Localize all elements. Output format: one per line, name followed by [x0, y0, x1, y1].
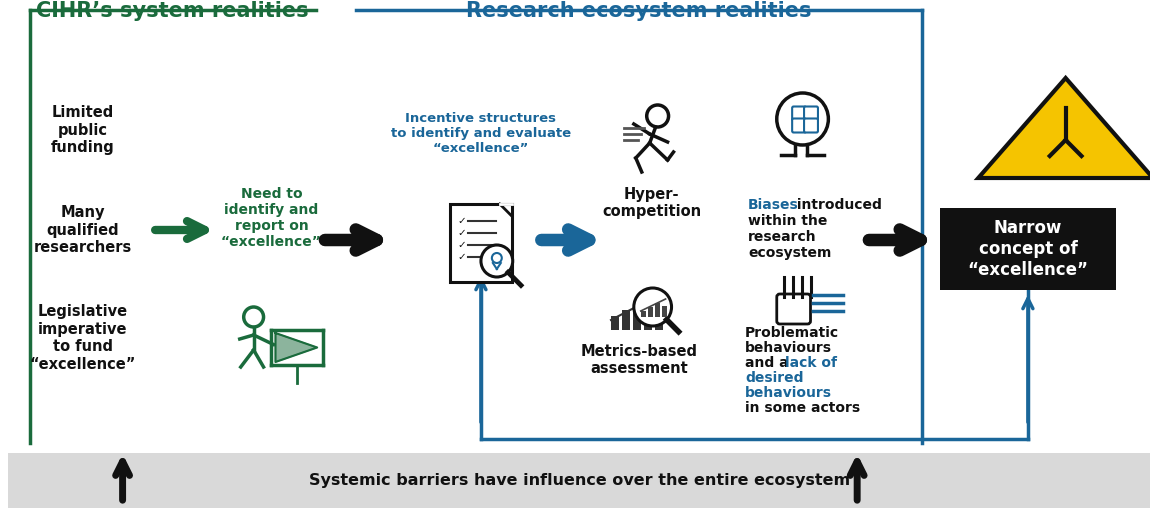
- Text: behaviours: behaviours: [745, 341, 831, 355]
- Circle shape: [481, 245, 513, 277]
- Bar: [8, 453, 1150, 508]
- FancyBboxPatch shape: [792, 118, 806, 133]
- Text: CIHR’s system realities: CIHR’s system realities: [36, 1, 308, 21]
- Bar: [641, 311, 646, 317]
- Text: Hyper-
competition: Hyper- competition: [603, 187, 702, 219]
- Text: Research ecosystem realities: Research ecosystem realities: [466, 1, 812, 21]
- Text: Many
qualified
researchers: Many qualified researchers: [33, 205, 132, 255]
- Text: and a: and a: [745, 356, 794, 370]
- Text: Metrics-based
assessment: Metrics-based assessment: [581, 344, 697, 376]
- Text: Limited
public
funding: Limited public funding: [51, 105, 115, 155]
- Text: Problematic: Problematic: [745, 326, 840, 340]
- Bar: [654, 300, 662, 330]
- Text: lack of: lack of: [784, 356, 837, 370]
- Bar: [611, 316, 619, 330]
- Bar: [632, 304, 641, 330]
- Text: ✓: ✓: [457, 216, 466, 226]
- Polygon shape: [979, 78, 1150, 178]
- Text: ✓: ✓: [457, 228, 466, 238]
- Text: Biases: Biases: [748, 198, 799, 212]
- FancyBboxPatch shape: [804, 118, 818, 133]
- FancyBboxPatch shape: [776, 294, 811, 324]
- Text: in some actors: in some actors: [745, 401, 860, 415]
- Text: Need to
identify and
report on
“excellence”: Need to identify and report on “excellen…: [221, 187, 322, 249]
- Bar: [940, 208, 1117, 290]
- FancyBboxPatch shape: [792, 107, 806, 120]
- Polygon shape: [276, 333, 317, 362]
- Text: introduced: introduced: [791, 198, 882, 212]
- Text: Systemic barriers have influence over the entire ecosystem: Systemic barriers have influence over th…: [308, 473, 850, 488]
- Text: ✓: ✓: [457, 252, 466, 262]
- Text: behaviours: behaviours: [745, 386, 831, 400]
- Circle shape: [634, 288, 672, 326]
- Bar: [622, 310, 630, 330]
- Text: ✓: ✓: [457, 240, 466, 250]
- Text: Narrow
concept of
“excellence”: Narrow concept of “excellence”: [967, 219, 1088, 279]
- Text: Incentive structures
to identify and evaluate
“excellence”: Incentive structures to identify and eva…: [391, 111, 572, 154]
- Text: Legislative
imperative
to fund
“excellence”: Legislative imperative to fund “excellen…: [30, 304, 136, 371]
- FancyBboxPatch shape: [804, 107, 818, 120]
- Text: ecosystem: ecosystem: [748, 246, 831, 260]
- Bar: [661, 306, 667, 317]
- Bar: [644, 308, 652, 330]
- Text: research: research: [748, 230, 816, 244]
- Bar: [647, 307, 653, 317]
- Text: within the: within the: [748, 214, 827, 228]
- Bar: [450, 204, 512, 282]
- Text: desired: desired: [745, 371, 804, 385]
- Bar: [654, 303, 660, 317]
